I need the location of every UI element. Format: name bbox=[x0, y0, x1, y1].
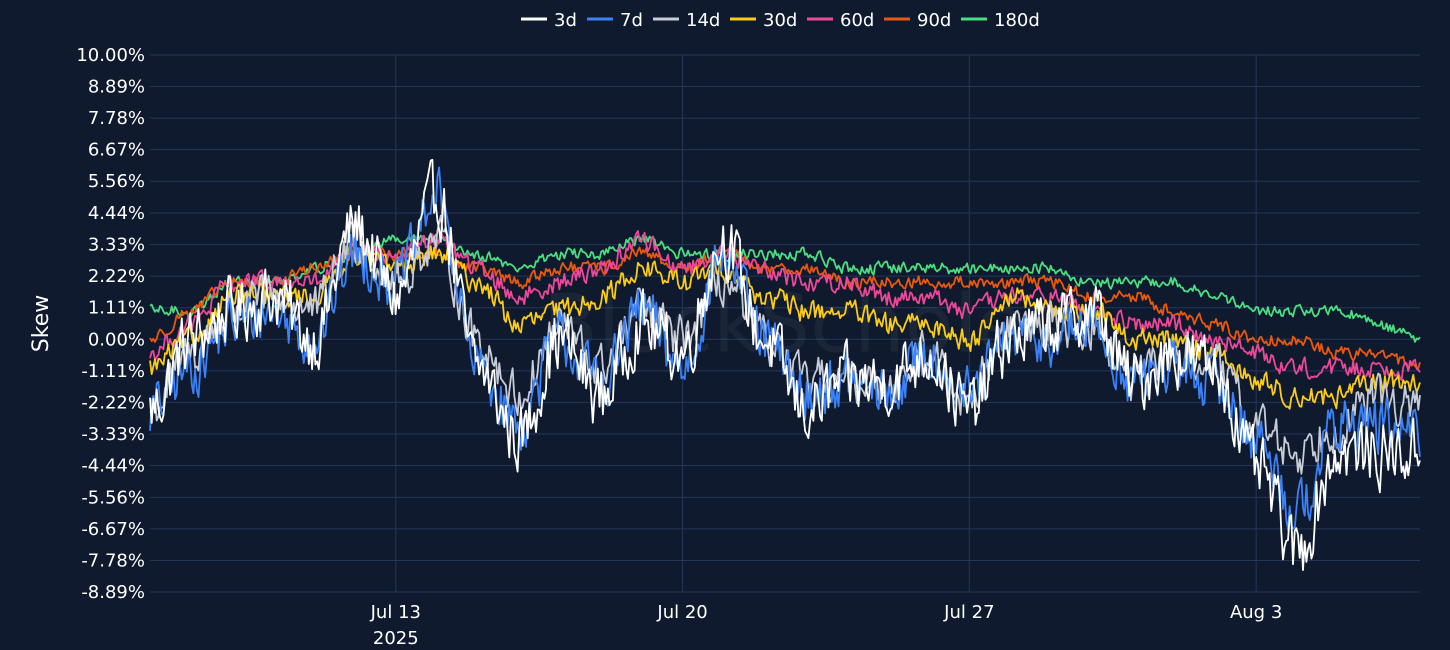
legend-label: 7d bbox=[620, 10, 643, 31]
y-tick-label: -5.56% bbox=[81, 487, 145, 508]
legend-label: 3d bbox=[554, 10, 577, 31]
grid-lines bbox=[150, 54, 1420, 593]
y-tick-label: -1.11% bbox=[81, 361, 145, 382]
legend-label: 14d bbox=[686, 10, 720, 31]
y-tick-label: 0.00% bbox=[88, 329, 145, 350]
legend-item-60d[interactable]: 60d bbox=[807, 10, 874, 31]
y-tick-label: -8.89% bbox=[81, 582, 145, 603]
y-tick-label: 3.33% bbox=[88, 235, 145, 256]
y-tick-label: 2.22% bbox=[88, 266, 145, 287]
x-tick-label: Jul 20 bbox=[656, 602, 707, 623]
y-tick-label: -4.44% bbox=[81, 455, 145, 476]
legend-item-90d[interactable]: 90d bbox=[884, 10, 951, 31]
y-axis-label: Skew bbox=[29, 295, 54, 352]
y-tick-label: -3.33% bbox=[81, 424, 145, 445]
y-tick-label: -2.22% bbox=[81, 392, 145, 413]
legend-item-30d[interactable]: 30d bbox=[730, 10, 797, 31]
x-tick-label: Jul 13 bbox=[370, 602, 421, 623]
x-tick-label: Jul 27 bbox=[943, 602, 994, 623]
y-tick-label: 7.78% bbox=[88, 108, 145, 129]
y-tick-label: 5.56% bbox=[88, 171, 145, 192]
y-tick-label: -7.78% bbox=[81, 550, 145, 571]
y-tick-label: -6.67% bbox=[81, 519, 145, 540]
y-tick-label: 4.44% bbox=[88, 203, 145, 224]
series-line-3d bbox=[149, 158, 1421, 571]
legend-label: 60d bbox=[840, 10, 874, 31]
legend-label: 180d bbox=[994, 10, 1040, 31]
y-axis-ticks: 10.00% 8.89% 7.78% 6.67% 5.56% 4.44% 3.33% 2.22… bbox=[76, 45, 145, 603]
legend-item-14d[interactable]: 14d bbox=[653, 10, 720, 31]
x-axis-ticks: Jul 13 2025 Jul 20 Jul 27 Aug 3 bbox=[370, 602, 1283, 649]
legend: 3d 7d 14d 30d 60d 90d 180d bbox=[521, 10, 1040, 31]
x-tick-sublabel: 2025 bbox=[373, 628, 419, 649]
x-tick-label: Aug 3 bbox=[1230, 602, 1282, 623]
legend-item-3d[interactable]: 3d bbox=[521, 10, 577, 31]
legend-label: 30d bbox=[763, 10, 797, 31]
y-tick-label: 6.67% bbox=[88, 140, 145, 161]
y-tick-label: 10.00% bbox=[76, 45, 145, 66]
legend-label: 90d bbox=[917, 10, 951, 31]
y-tick-label: 8.89% bbox=[88, 77, 145, 98]
legend-item-7d[interactable]: 7d bbox=[587, 10, 643, 31]
legend-item-180d[interactable]: 180d bbox=[961, 10, 1040, 31]
y-tick-label: 1.11% bbox=[88, 298, 145, 319]
series-lines bbox=[149, 158, 1421, 571]
